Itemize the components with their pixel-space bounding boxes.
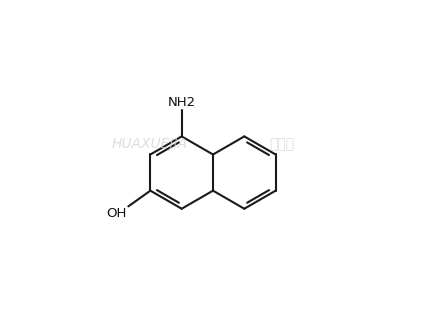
Text: OH: OH [106,207,127,220]
Text: 化学加: 化学加 [270,137,295,151]
Text: NH2: NH2 [167,96,196,109]
Text: HUAXUEJIA: HUAXUEJIA [112,137,188,151]
